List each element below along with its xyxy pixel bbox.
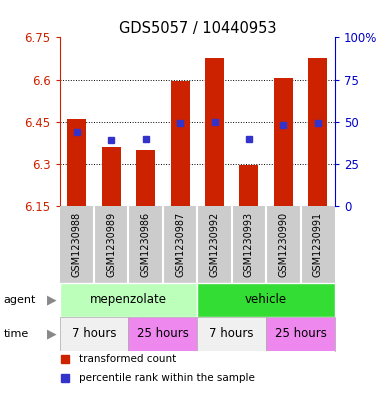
Bar xyxy=(205,59,224,206)
Bar xyxy=(60,283,197,317)
Text: 25 hours: 25 hours xyxy=(275,327,326,340)
Text: GSM1230990: GSM1230990 xyxy=(278,212,288,277)
Text: 7 hours: 7 hours xyxy=(209,327,254,340)
Bar xyxy=(60,317,129,351)
Text: GSM1230989: GSM1230989 xyxy=(106,212,116,277)
Text: percentile rank within the sample: percentile rank within the sample xyxy=(79,373,255,383)
Text: GSM1230988: GSM1230988 xyxy=(72,212,82,277)
Bar xyxy=(266,317,335,351)
Text: GSM1230987: GSM1230987 xyxy=(175,212,185,277)
Bar xyxy=(308,59,327,206)
Bar xyxy=(197,317,266,351)
Text: GSM1230992: GSM1230992 xyxy=(209,212,219,277)
Text: GSM1230991: GSM1230991 xyxy=(313,212,323,277)
Text: GSM1230993: GSM1230993 xyxy=(244,212,254,277)
Bar xyxy=(67,119,86,206)
Title: GDS5057 / 10440953: GDS5057 / 10440953 xyxy=(119,21,276,36)
Text: ▶: ▶ xyxy=(47,327,57,340)
Bar xyxy=(136,150,155,206)
Bar xyxy=(239,165,258,206)
Text: ▶: ▶ xyxy=(47,294,57,307)
Text: 25 hours: 25 hours xyxy=(137,327,189,340)
Text: transformed count: transformed count xyxy=(79,354,176,364)
Text: time: time xyxy=(4,329,29,339)
Text: mepenzolate: mepenzolate xyxy=(90,294,167,307)
Text: 7 hours: 7 hours xyxy=(72,327,116,340)
Bar xyxy=(102,147,121,206)
Text: agent: agent xyxy=(4,295,36,305)
Text: vehicle: vehicle xyxy=(245,294,287,307)
Text: GSM1230986: GSM1230986 xyxy=(141,212,151,277)
Bar xyxy=(197,283,335,317)
Bar xyxy=(274,78,293,206)
Bar xyxy=(129,317,197,351)
Bar xyxy=(171,81,189,206)
